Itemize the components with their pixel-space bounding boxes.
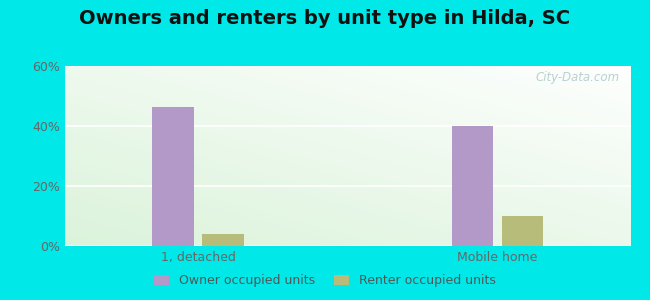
Text: City-Data.com: City-Data.com [535, 71, 619, 84]
Legend: Owner occupied units, Renter occupied units: Owner occupied units, Renter occupied un… [150, 270, 500, 291]
Text: Owners and renters by unit type in Hilda, SC: Owners and renters by unit type in Hilda… [79, 9, 571, 28]
Bar [502, 216, 543, 246]
Bar [202, 234, 244, 246]
Bar [152, 106, 194, 246]
Bar [452, 126, 493, 246]
